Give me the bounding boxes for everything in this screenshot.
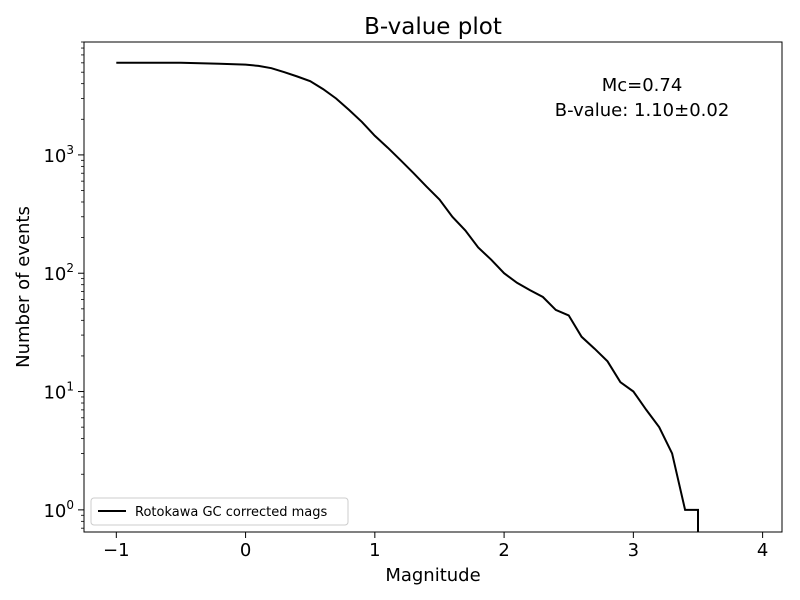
series-line-0	[116, 61, 699, 532]
y-tick-base: 10	[43, 383, 66, 404]
x-tick-label: 4	[757, 540, 768, 561]
axes-frame	[83, 41, 783, 533]
y-tick-label: 102	[43, 261, 74, 285]
x-axis-label: Magnitude	[385, 565, 480, 586]
y-tick-base: 10	[43, 146, 66, 167]
x-tick-label: −1	[103, 540, 130, 561]
legend: Rotokawa GC corrected mags	[90, 497, 349, 526]
y-tick-label: 100	[43, 498, 74, 522]
y-tick-base: 10	[43, 501, 66, 522]
y-tick-exponent: 2	[66, 261, 74, 275]
legend-entry-label: Rotokawa GC corrected mags	[135, 505, 328, 520]
mc-annotation: Mc=0.74	[602, 75, 683, 96]
bvalue-annotation: B-value: 1.10±0.02	[555, 100, 730, 121]
y-tick-label: 103	[43, 143, 74, 167]
x-tick-label: 1	[369, 540, 380, 561]
y-tick-exponent: 3	[66, 143, 74, 157]
legend-box	[90, 497, 349, 526]
series-layer	[116, 61, 699, 532]
y-tick-base: 10	[43, 264, 66, 285]
y-axis-label: Number of events	[13, 206, 34, 368]
y-tick-label: 101	[43, 380, 74, 404]
x-axis: −1 0 1 2 3 4	[103, 532, 768, 561]
y-tick-exponent: 1	[66, 380, 74, 394]
y-minor-ticks	[81, 41, 84, 529]
x-tick-label: 0	[240, 540, 251, 561]
x-tick-label: 2	[498, 540, 509, 561]
y-tick-exponent: 0	[66, 498, 74, 512]
chart-title: B-value plot	[364, 14, 502, 40]
x-tick-label: 3	[628, 540, 639, 561]
